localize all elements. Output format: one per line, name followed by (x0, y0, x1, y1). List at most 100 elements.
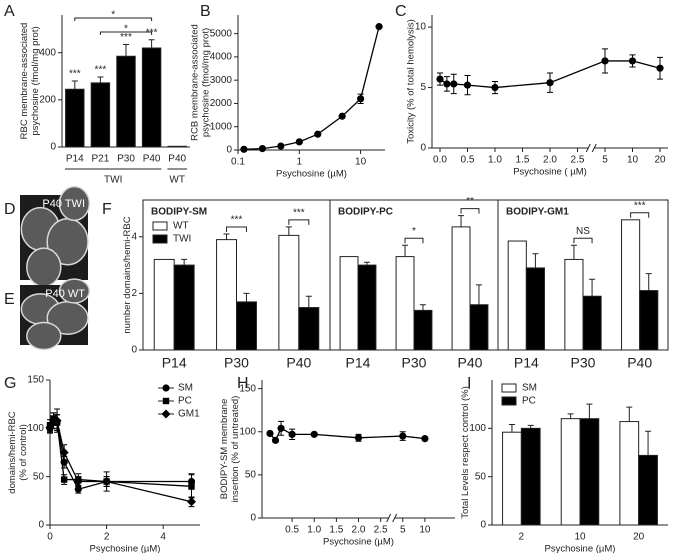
significance: NS (576, 226, 590, 237)
y-axis-label: BODIPY-SM membrane (219, 399, 230, 500)
x-axis-label: Psychosine (µM) (90, 544, 161, 553)
significance-bracket (630, 212, 650, 218)
marker (288, 430, 296, 438)
bar (560, 418, 581, 526)
x-tick-label: 10 (419, 525, 431, 536)
y-tick-label: 50 (245, 470, 257, 481)
y-tick-label: 50 (475, 471, 487, 482)
x-tick-label: 1.5 (329, 525, 343, 536)
error-bar (532, 253, 539, 268)
y-axis-label: psychosine (fmol/mg prot) (201, 28, 212, 137)
axis-break-gap (588, 146, 595, 150)
bar (65, 88, 85, 148)
bar (413, 309, 433, 351)
x-tick-label: 0.0 (433, 155, 447, 166)
cell (58, 278, 91, 304)
x-axis-label: Psychosine (µM) (276, 169, 347, 180)
y-tick-label: 0 (420, 143, 426, 154)
bar (357, 264, 377, 351)
x-tick-label: 2.5 (571, 155, 585, 166)
significance: *** (95, 65, 107, 76)
significance: *** (120, 32, 132, 43)
marker (188, 483, 195, 490)
x-tick-label: 1 (297, 157, 303, 168)
bar (339, 256, 359, 351)
marker (354, 434, 363, 442)
x-tick-label: 2.0 (352, 525, 366, 536)
x-tick-label: 0.5 (461, 155, 475, 166)
y-tick-label: 150 (27, 375, 44, 386)
cell (26, 247, 62, 288)
x-tick-label: 10 (355, 157, 367, 168)
bar (638, 454, 658, 526)
x-tick-label: 10 (574, 532, 586, 543)
significance: *** (231, 215, 243, 226)
y-tick-label: 150 (239, 383, 256, 394)
bar (173, 264, 195, 351)
panel-letter: D (4, 201, 16, 218)
panel-letter: B (200, 3, 211, 20)
x-tick-label: 4 (160, 532, 166, 543)
y-tick-label: 2 (131, 288, 137, 299)
bar (153, 258, 175, 351)
bar (502, 431, 522, 526)
x-tick-label: P14 (162, 355, 187, 371)
y-axis-label: insertion (% of untreated) (230, 396, 241, 503)
marker (463, 81, 472, 89)
bar (395, 256, 415, 351)
marker (59, 448, 69, 457)
legend-label: GM1 (178, 409, 200, 420)
y-tick-label: 400 (39, 47, 56, 58)
y-tick-label: 10 (415, 22, 427, 33)
y-tick-label: 0 (38, 520, 44, 531)
x-tick-label: P14 (514, 355, 539, 371)
marker (628, 57, 637, 65)
comparison-bracket (99, 31, 153, 35)
marker (60, 476, 68, 483)
series-line (49, 419, 192, 503)
bar (639, 290, 659, 351)
x-tick-label: 2.5 (374, 525, 388, 536)
error-bar (181, 258, 188, 266)
significance: ** (466, 196, 474, 207)
group-label: WT (169, 175, 185, 186)
marker (161, 409, 171, 419)
error-bar (645, 430, 652, 456)
image-label: P40 TWI (42, 198, 85, 210)
error-bar (458, 215, 465, 227)
series-line (243, 26, 380, 150)
bar (298, 307, 320, 351)
error-bar (97, 76, 104, 83)
legend-label: SM (522, 383, 537, 394)
y-tick-label: 0 (131, 345, 137, 356)
marker (601, 57, 609, 65)
marker (443, 80, 451, 88)
y-tick-label: 100 (27, 423, 44, 434)
marker (266, 429, 274, 438)
marker (310, 430, 318, 438)
x-axis-label: Psychosine (µM) (323, 537, 394, 548)
marker (314, 130, 322, 138)
image-label: P40 WT (45, 288, 85, 300)
x-axis-label: Psychosine (µM) (545, 544, 616, 553)
error-bar (363, 261, 370, 266)
axis-break (591, 143, 597, 153)
error-bar (589, 278, 596, 297)
bar (278, 234, 300, 351)
x-tick-label: P21 (92, 154, 110, 165)
y-tick-label: 4000 (210, 52, 233, 63)
y-tick-label: 1000 (210, 121, 233, 132)
legend-swatch (501, 396, 517, 406)
marker (73, 477, 83, 486)
x-tick-label: P40 (143, 154, 161, 165)
error-bar (527, 424, 534, 429)
error-bar (626, 406, 633, 422)
panel-letter: C (395, 3, 407, 20)
axis-break (392, 513, 398, 523)
marker (375, 23, 383, 31)
bar (167, 145, 187, 148)
axis-break (585, 143, 591, 153)
comparison-label: * (111, 10, 115, 21)
y-axis-label: (% of control) (18, 424, 29, 481)
